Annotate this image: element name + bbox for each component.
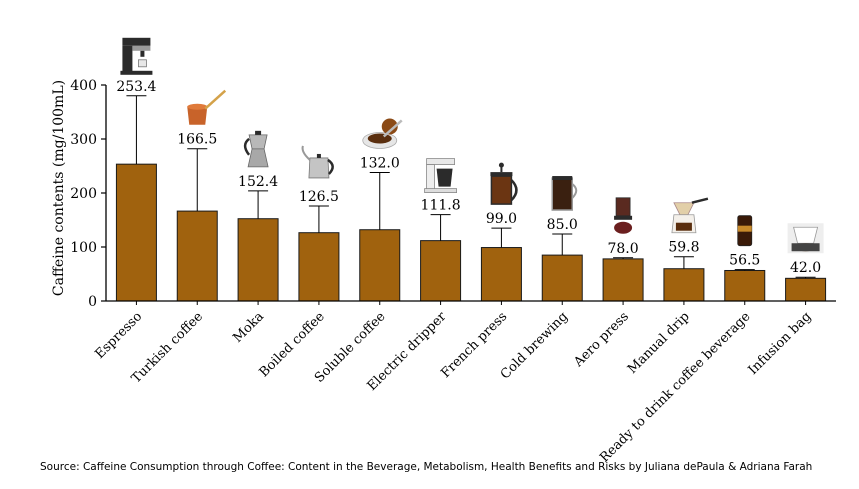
ready-to-drink-can-icon (737, 215, 753, 247)
value-labels: 253.4 166.5 152.4 126.5 132.0 111.8 99.0 85.0 78… (116, 79, 821, 276)
value-label: 99.0 (486, 211, 517, 227)
bar (420, 240, 462, 302)
boiled-coffee-kettle-icon (301, 145, 334, 179)
bar (176, 210, 218, 302)
y-tick-label: 100 (70, 240, 97, 256)
value-label: 42.0 (790, 260, 821, 276)
y-tick-label: 200 (70, 186, 97, 202)
value-label: 132.0 (360, 155, 400, 171)
cold-brew-tower-icon (551, 176, 578, 211)
category-label: Manual drip (625, 309, 693, 377)
bar (298, 232, 340, 302)
value-label: 111.8 (421, 198, 461, 214)
turkish-cezve-icon (187, 89, 227, 125)
value-label: 56.5 (729, 253, 760, 269)
french-press-icon (490, 162, 518, 205)
value-label: 59.8 (668, 240, 699, 256)
category-label: Espresso (93, 309, 146, 362)
axes: 0 100 200 300 400 (70, 78, 836, 310)
value-label: 166.5 (177, 132, 217, 148)
value-label: 152.4 (238, 174, 278, 190)
source-caption: Source: Caffeine Consumption through Cof… (40, 461, 813, 473)
y-tick-label: 400 (70, 78, 97, 94)
electric-dripper-icon (424, 158, 457, 194)
infusion-bag-icon (787, 223, 824, 254)
bar (237, 218, 279, 302)
y-axis-label: Caffeine contents (mg/100mL) (51, 80, 67, 296)
bar (359, 229, 401, 302)
bar (724, 269, 766, 302)
manual-drip-icon (671, 197, 709, 234)
category-label: Aero press (571, 309, 632, 370)
y-tick-label: 300 (70, 132, 97, 148)
bar (663, 268, 705, 302)
value-label: 78.0 (607, 241, 638, 257)
method-icons (120, 37, 824, 254)
bars (115, 163, 827, 302)
soluble-coffee-jar-icon (362, 118, 403, 149)
category-label: Infusion bag (746, 309, 815, 378)
bar (541, 254, 583, 302)
bar (115, 163, 157, 302)
bar (602, 258, 644, 302)
value-label: 253.4 (116, 79, 156, 95)
moka-pot-icon (243, 130, 269, 168)
error-bars (126, 95, 816, 279)
value-label: 126.5 (299, 189, 339, 205)
y-tick-label: 0 (88, 294, 97, 310)
bar (785, 277, 827, 302)
bar (480, 247, 522, 302)
espresso-machine-icon (120, 37, 153, 75)
aero-press-icon (614, 197, 633, 234)
category-label: Moka (230, 309, 267, 346)
value-label: 85.0 (547, 217, 578, 233)
